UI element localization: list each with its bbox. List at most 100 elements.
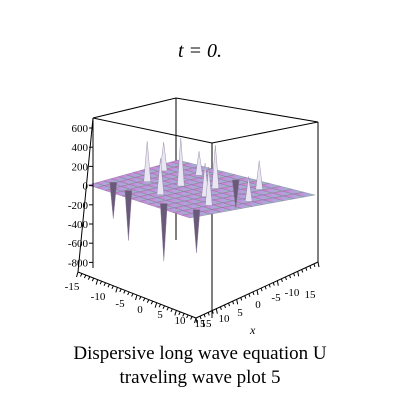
x-tick-label: 5	[157, 309, 163, 321]
y-tick-mark	[203, 314, 206, 318]
y-tick-mark	[305, 267, 308, 271]
x-tick-mark	[178, 311, 181, 316]
x-tick-mark	[103, 282, 106, 286]
z-tick-label: -600	[68, 238, 89, 250]
x-tick-mark	[91, 277, 95, 282]
y-tick-mark	[313, 263, 316, 268]
x-tick-mark	[186, 314, 189, 319]
x-tick-mark	[107, 284, 110, 288]
y-tick-mark	[207, 312, 210, 316]
x-tick-mark	[76, 271, 79, 278]
caption-line-2: traveling wave plot 5	[119, 367, 281, 388]
x-tick-mark	[190, 316, 193, 320]
x-tick-mark	[146, 299, 150, 303]
z-tick-label: 600	[72, 123, 89, 135]
x-tick-mark	[138, 296, 142, 300]
y-tick-mark	[228, 302, 231, 307]
x-tick-mark	[182, 313, 185, 317]
box-front-top-right	[211, 121, 319, 144]
wave-spike	[109, 182, 117, 219]
x-tick-mark	[79, 273, 83, 277]
box-back-top	[92, 97, 319, 123]
z-tick-label: -400	[68, 219, 89, 231]
x-tick-label: -15	[65, 281, 80, 293]
wave-spike	[244, 176, 253, 202]
y-tick-label: 15	[305, 289, 317, 301]
x-tick-mark	[154, 302, 158, 308]
y-tick-mark	[297, 271, 300, 277]
y-tick-mark	[244, 295, 247, 299]
y-tick-mark	[264, 286, 267, 290]
x-axis-ticks: -15 -10 -5 0 5 10 15	[65, 271, 207, 330]
y-tick-mark	[280, 278, 283, 282]
x-tick-mark	[123, 290, 126, 294]
y-tick-mark	[260, 287, 263, 292]
y-tick-label: 10	[219, 313, 231, 325]
y-tick-mark	[301, 269, 304, 273]
y-axis-ticks: 15 10 50 -5 -10 15	[195, 261, 320, 330]
plot-title: t = 0.	[0, 40, 400, 63]
y-tick-mark	[223, 304, 226, 309]
x-tick-mark	[99, 280, 103, 285]
wave-spike	[124, 190, 133, 241]
z-tick-label: 200	[72, 161, 89, 173]
y-tick-mark	[268, 284, 271, 288]
box-left-vertical	[77, 117, 94, 273]
box-front-top-left	[92, 117, 213, 144]
x-tick-mark	[131, 293, 134, 297]
y-tick-mark	[211, 310, 214, 314]
x-tick-mark	[170, 308, 173, 313]
y-tick-mark	[276, 280, 279, 286]
x-axis-label: x	[249, 323, 256, 337]
y-tick-mark	[248, 293, 251, 297]
wave-spike	[192, 209, 201, 253]
surface-patch	[293, 191, 316, 198]
x-tick-label: 10	[175, 315, 187, 327]
y-tick-mark	[317, 261, 320, 268]
y-tick-mark	[293, 273, 296, 277]
x-tick-label: -10	[91, 291, 106, 303]
y-tick-label: -10	[285, 287, 300, 299]
y-tick-mark	[240, 297, 243, 301]
wave-spike	[177, 138, 185, 187]
x-tick-mark	[115, 287, 118, 293]
y-tick-mark	[256, 289, 259, 296]
caption-line-1: Dispersive long wave equation U	[73, 343, 327, 364]
x-tick-mark	[174, 310, 177, 316]
y-tick-label: 5	[237, 307, 243, 319]
y-tick-mark	[215, 308, 218, 314]
x-tick-mark	[127, 291, 130, 296]
x-tick-mark	[119, 288, 122, 293]
x-tick-mark	[135, 294, 138, 301]
y-tick-mark	[236, 299, 239, 305]
wave-spike	[205, 167, 213, 206]
y-tick-label: 15	[201, 318, 213, 330]
wave-spike	[143, 141, 151, 182]
wave-spikes	[109, 138, 263, 262]
z-tick-label: -200	[68, 200, 89, 212]
x-tick-mark	[158, 303, 162, 308]
wave-spike	[255, 160, 263, 190]
wave-spike	[156, 158, 165, 195]
y-tick-label: -5	[271, 292, 281, 304]
wave-spike	[160, 203, 168, 262]
wave-spike	[159, 142, 168, 172]
x-tick-label: 0	[137, 304, 143, 316]
x-tick-label: -5	[115, 298, 125, 310]
wave-spike	[211, 145, 220, 189]
y-tick-label: 0	[255, 299, 261, 311]
y-tick-mark	[232, 301, 235, 305]
z-axis-ticks: 600 400 200 0 -200 -400 -600 -800	[68, 123, 93, 269]
x-tick-mark	[87, 276, 91, 280]
title-text: t = 0.	[177, 40, 223, 62]
x-tick-label: 15	[195, 318, 207, 330]
y-tick-mark	[272, 282, 275, 286]
y-tick-mark	[199, 315, 202, 320]
x-tick-mark	[150, 300, 154, 305]
y-tick-mark	[289, 274, 292, 279]
y-tick-mark	[252, 291, 255, 296]
x-tick-mark	[166, 307, 169, 311]
y-tick-mark	[309, 265, 312, 269]
x-tick-mark	[111, 285, 114, 290]
